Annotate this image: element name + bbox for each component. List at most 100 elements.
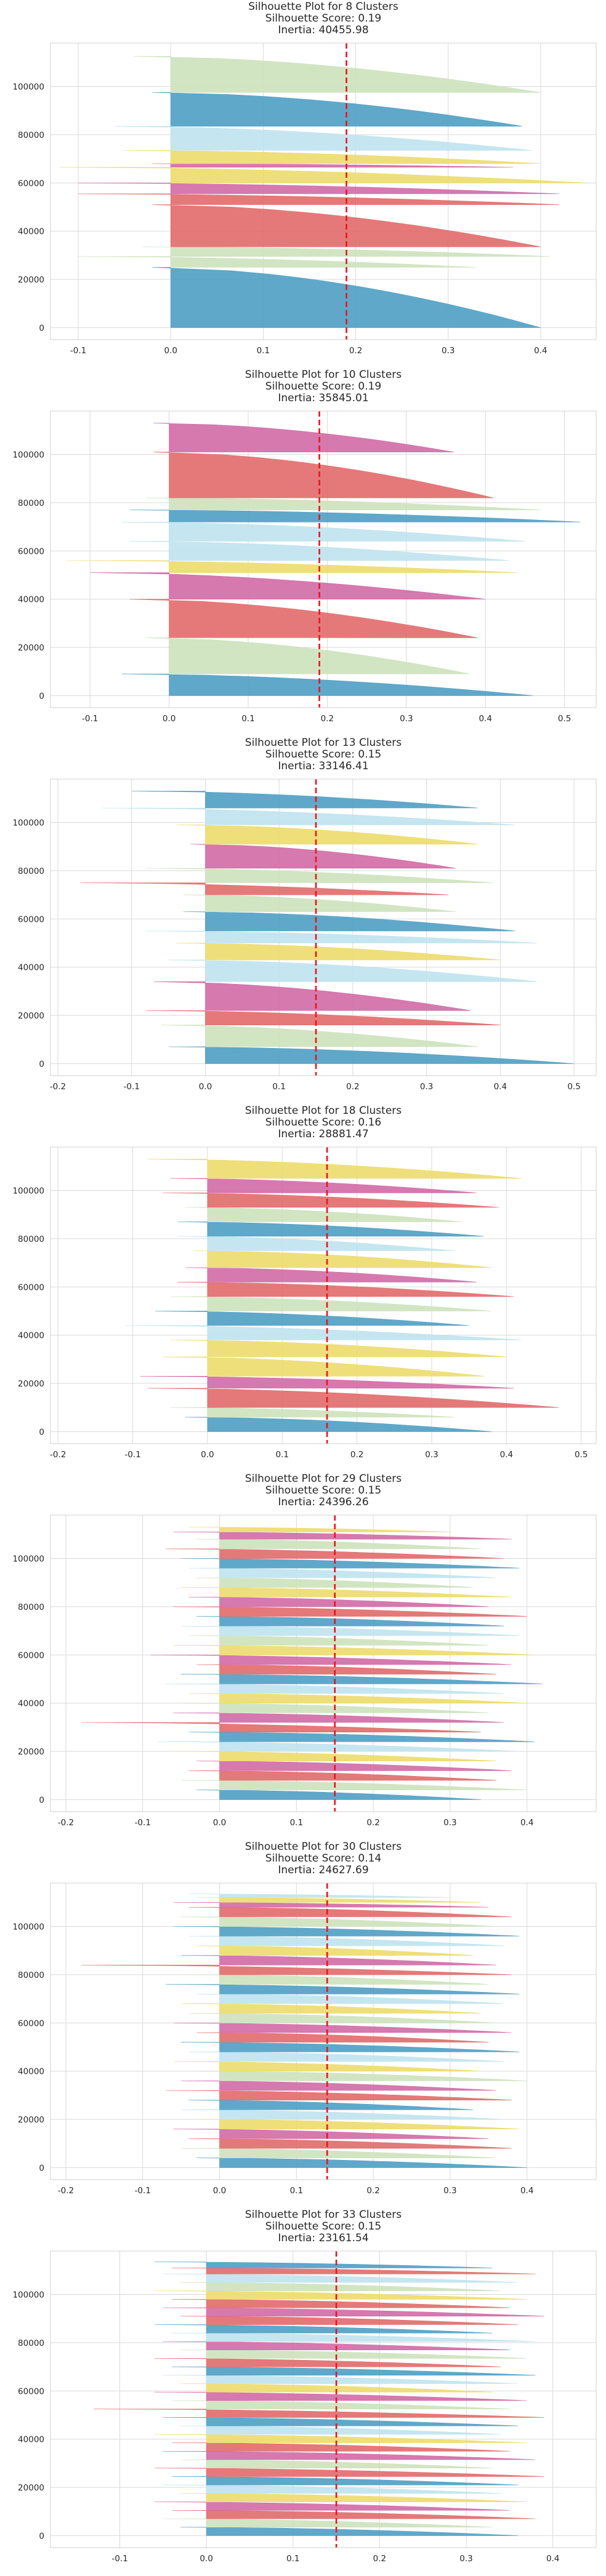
cluster-silhouette-7 — [171, 2476, 519, 2486]
x-tick-label: -0.2 — [58, 1818, 74, 1828]
cluster-silhouette-32 — [171, 2268, 536, 2274]
cluster-silhouette-11 — [188, 1693, 527, 1703]
x-tick-label: 0.1 — [290, 2186, 303, 2196]
y-tick-label: 100000 — [12, 2290, 44, 2300]
cluster-silhouette-12 — [188, 2052, 504, 2062]
chart-title-line: Silhouette Score: 0.15 — [265, 2220, 381, 2233]
cluster-silhouette-12 — [192, 1250, 492, 1268]
x-tick-label: -0.2 — [50, 1082, 66, 1092]
y-tick-label: 80000 — [18, 1970, 44, 1980]
cluster-silhouette-11 — [153, 423, 454, 452]
axes-frame — [50, 1146, 597, 1444]
cluster-silhouette-12 — [154, 2434, 527, 2443]
y-tick-label: 80000 — [18, 130, 44, 140]
chart-title-line: Silhouette Plot for 8 Clusters — [248, 1, 398, 13]
x-tick-label: 0.2 — [321, 714, 334, 724]
cluster-silhouette-21 — [154, 2358, 501, 2367]
cluster-silhouette-18 — [180, 2383, 493, 2393]
cluster-silhouette-22 — [180, 2350, 527, 2359]
x-tick-label: 0.2 — [366, 1818, 379, 1828]
x-tick-label: 0.1 — [272, 1082, 285, 1092]
x-tick-label: -0.2 — [50, 1450, 66, 1460]
y-tick-label: 40000 — [18, 1331, 44, 1341]
cluster-silhouette-2 — [181, 2148, 496, 2159]
cluster-silhouette-20 — [171, 2366, 536, 2376]
cluster-silhouette-21 — [188, 1596, 489, 1607]
cluster-silhouette-6 — [78, 182, 559, 194]
cluster-silhouette-9 — [145, 497, 541, 510]
cluster-silhouette-11 — [152, 92, 522, 127]
x-tick-label: 0.0 — [213, 2186, 226, 2196]
x-tick-label: 0.2 — [373, 2554, 386, 2564]
chart-title-line: Silhouette Score: 0.15 — [265, 1484, 381, 1497]
axes-frame — [50, 42, 597, 340]
cluster-silhouette-16 — [188, 2013, 496, 2023]
chart-title-line: Inertia: 40455.98 — [278, 24, 368, 36]
cluster-silhouette-10 — [163, 2450, 536, 2460]
cluster-silhouette-29 — [188, 1527, 450, 1532]
cluster-silhouette-16 — [173, 1645, 535, 1655]
cluster-silhouette-25 — [173, 1926, 520, 1937]
cluster-silhouette-24 — [188, 1567, 496, 1578]
y-tick-label: 40000 — [18, 963, 44, 973]
x-tick-label: 0.0 — [164, 346, 177, 356]
chart-title-line: Silhouette Plot for 29 Clusters — [245, 1473, 402, 1485]
y-tick-label: 20000 — [18, 1011, 44, 1021]
cluster-silhouette-11 — [185, 1267, 477, 1282]
cluster-silhouette-17 — [154, 2391, 527, 2401]
cluster-silhouette-14 — [196, 1664, 496, 1674]
x-tick-label: -0.1 — [82, 714, 98, 724]
y-tick-label: 80000 — [18, 1602, 44, 1612]
axes-frame — [50, 410, 597, 708]
cluster-silhouette-5 — [168, 959, 538, 982]
y-tick-label: 80000 — [18, 866, 44, 876]
cluster-silhouette-3 — [146, 1010, 501, 1026]
y-tick-label: 20000 — [18, 643, 44, 653]
chart-title-line: Inertia: 28881.47 — [278, 1128, 368, 1140]
x-tick-label: 0.4 — [500, 1450, 513, 1460]
chart-title-line: Inertia: 23161.54 — [278, 2232, 368, 2244]
cluster-silhouette-22 — [181, 1955, 496, 1966]
x-tick-label: -0.1 — [124, 1450, 140, 1460]
cluster-silhouette-9 — [183, 894, 456, 912]
silhouette-chart-3: Silhouette Plot for 13 ClustersSilhouett… — [12, 737, 597, 1092]
x-tick-label: 0.4 — [534, 346, 547, 356]
cluster-silhouette-8 — [155, 1311, 469, 1326]
chart-title-line: Silhouette Plot for 10 Clusters — [245, 369, 402, 381]
cluster-silhouette-23 — [196, 1577, 474, 1588]
y-tick-label: 20000 — [18, 1747, 44, 1757]
cluster-silhouette-12 — [190, 844, 456, 869]
cluster-silhouette-2 — [145, 638, 470, 674]
cluster-silhouette-17 — [188, 1635, 489, 1646]
cluster-silhouette-5 — [66, 560, 517, 573]
x-tick-label: -0.1 — [124, 1082, 140, 1092]
x-tick-label: 0.2 — [349, 346, 362, 356]
y-tick-label: 100000 — [12, 450, 44, 460]
cluster-silhouette-11 — [146, 868, 493, 883]
x-tick-label: 0.2 — [346, 1082, 359, 1092]
cluster-silhouette-1 — [121, 673, 533, 696]
y-tick-label: 40000 — [18, 595, 44, 605]
cluster-silhouette-30 — [180, 2282, 501, 2291]
cluster-silhouette-1 — [196, 1790, 481, 1800]
y-tick-label: 20000 — [18, 1379, 44, 1389]
x-tick-label: 0.1 — [286, 2554, 299, 2564]
y-tick-label: 60000 — [18, 2386, 44, 2396]
x-tick-label: -0.1 — [135, 2186, 151, 2196]
cluster-silhouette-4 — [153, 981, 471, 1011]
cluster-silhouette-9 — [124, 150, 541, 164]
cluster-silhouette-19 — [163, 2375, 519, 2384]
y-tick-label: 20000 — [18, 2483, 44, 2493]
cluster-silhouette-28 — [171, 2299, 510, 2308]
chart-title-line: Silhouette Score: 0.19 — [265, 12, 381, 25]
cluster-silhouette-4 — [173, 2129, 489, 2139]
cluster-silhouette-2 — [170, 1407, 454, 1418]
silhouette-chart-7: Silhouette Plot for 33 ClustersSilhouett… — [12, 2209, 597, 2564]
y-tick-label: 60000 — [18, 178, 44, 188]
silhouette-chart-5: Silhouette Plot for 29 ClustersSilhouett… — [12, 1473, 597, 1828]
axes-frame — [50, 1882, 597, 2180]
x-tick-label: 0.3 — [420, 1082, 433, 1092]
cluster-silhouette-13 — [181, 2042, 520, 2052]
cluster-silhouette-23 — [196, 1945, 474, 1956]
x-tick-label: 0.3 — [443, 2186, 456, 2196]
